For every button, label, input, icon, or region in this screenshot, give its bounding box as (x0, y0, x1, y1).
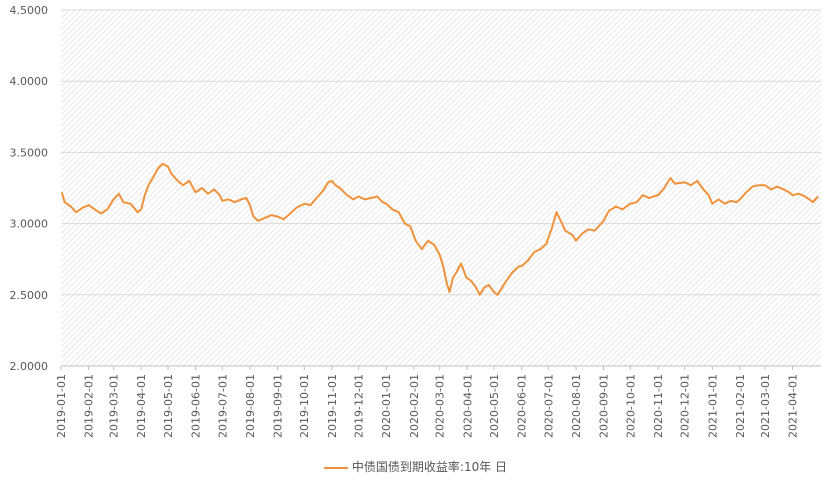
x-tick-label: 2020-07-01 (542, 374, 555, 438)
x-tick-label: 2020-04-01 (461, 374, 474, 438)
x-tick-label: 2020-10-01 (624, 374, 637, 438)
x-tick-label: 2020-09-01 (598, 374, 611, 438)
x-tick-label: 2019-11-01 (326, 374, 339, 438)
x-tick-label: 2019-04-01 (135, 374, 148, 438)
y-tick-label: 4.0000 (10, 75, 49, 88)
x-tick-label: 2021-02-01 (734, 374, 747, 438)
x-tick-label: 2020-08-01 (570, 374, 583, 438)
y-tick-label: 3.0000 (10, 218, 49, 231)
x-tick-label: 2020-05-01 (488, 374, 501, 438)
x-tick-label: 2019-05-01 (162, 374, 175, 438)
x-tick-label: 2020-01-01 (380, 374, 393, 438)
x-tick-label: 2020-12-01 (679, 374, 692, 438)
x-tick-label: 2019-09-01 (272, 374, 285, 438)
x-tick-label: 2019-07-01 (216, 374, 229, 438)
x-tick-label: 2019-08-01 (244, 374, 257, 438)
x-tick-label: 2019-03-01 (108, 374, 121, 438)
x-tick-label: 2020-11-01 (652, 374, 665, 438)
x-tick-label: 2021-04-01 (786, 374, 799, 438)
series-layer (60, 162, 819, 296)
y-tick-label: 2.5000 (10, 289, 49, 302)
legend-label: 中债国债到期收益率:10年 日 (351, 460, 508, 474)
x-tick-label: 2020-02-01 (408, 374, 421, 438)
legend: 中债国债到期收益率:10年 日 (0, 458, 831, 475)
x-tick-label: 2020-03-01 (434, 374, 447, 438)
x-tick-label: 2019-01-01 (55, 374, 68, 438)
y-tick-label: 3.5000 (10, 146, 49, 159)
plot-area-background (61, 10, 821, 366)
y-tick-label: 2.0000 (10, 360, 49, 373)
legend-swatch (323, 466, 348, 469)
x-tick-label: 2019-10-01 (298, 374, 311, 438)
x-tick-label: 2019-02-01 (83, 374, 96, 438)
x-tick-label: 2019-06-01 (190, 374, 203, 438)
x-axis: 2019-01-01 2019-02-01 2019-03-01 2019-04-01… (55, 365, 821, 438)
x-tick-label: 2019-12-01 (353, 374, 366, 438)
y-axis: 2.0000 2.5000 3.0000 3.5000 4.0000 4.5000 (10, 4, 49, 373)
x-tick-label: 2020-06-01 (516, 374, 529, 438)
y-tick-label: 4.5000 (10, 4, 49, 17)
series-line (60, 162, 819, 296)
x-tick-label: 2021-03-01 (759, 374, 772, 438)
x-tick-label: 2021-01-01 (706, 374, 719, 438)
